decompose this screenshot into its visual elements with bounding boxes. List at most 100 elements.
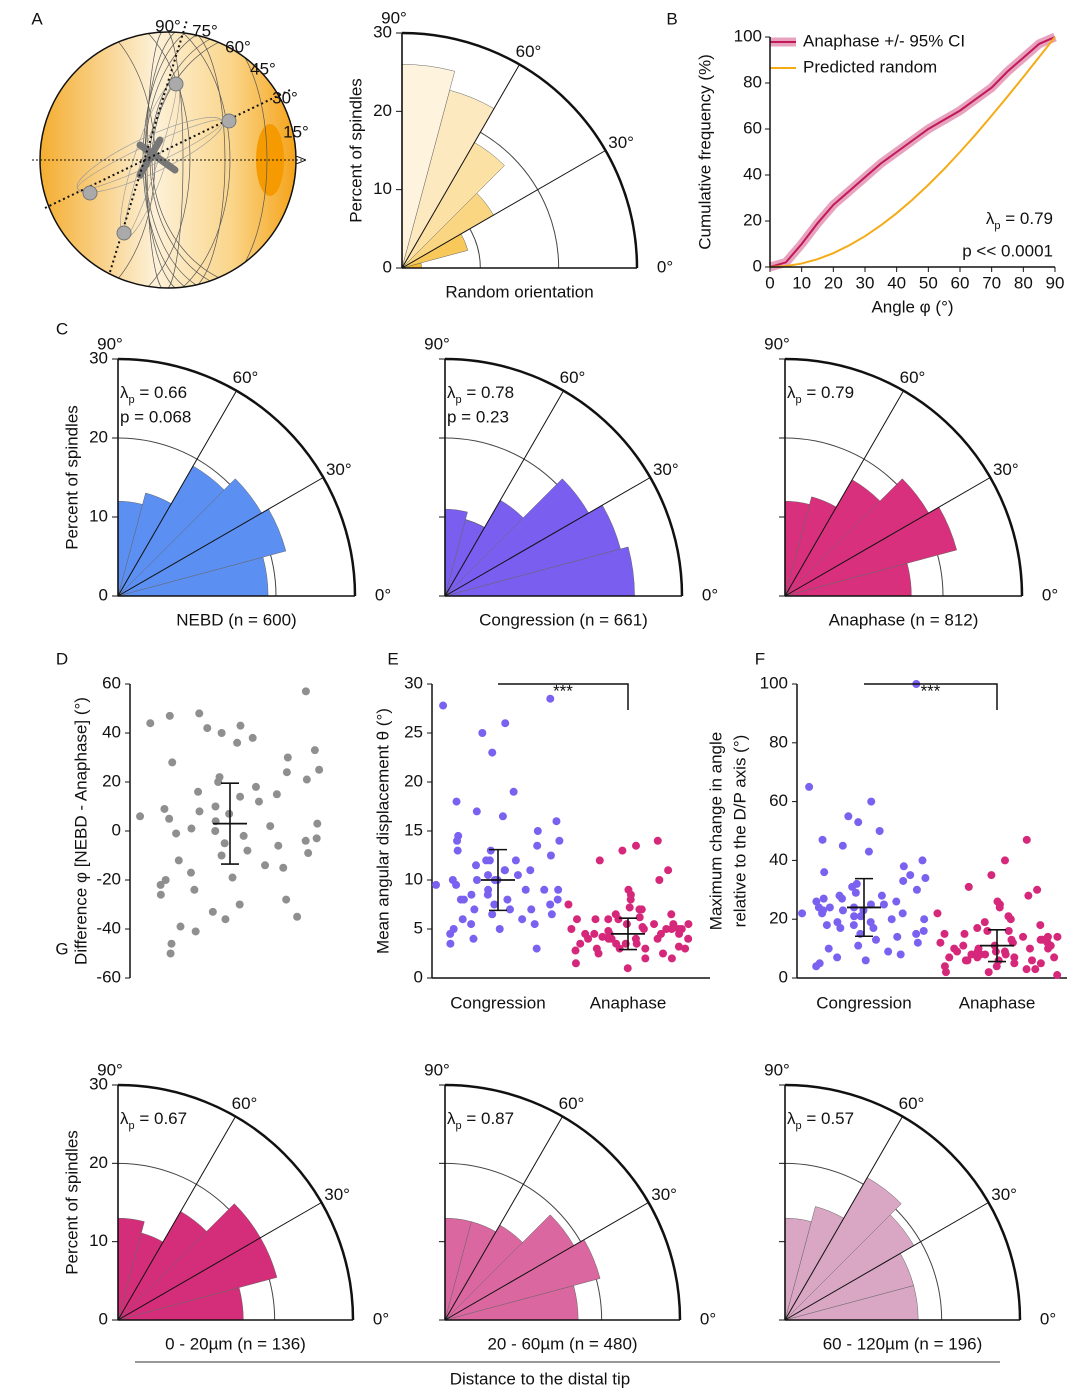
angle-tick-label: 60°	[232, 1094, 258, 1113]
angle-tick-label: 0°	[702, 585, 718, 604]
radial-line	[401, 150, 606, 269]
data-point	[921, 874, 930, 883]
data-point	[166, 949, 175, 958]
outer-arc	[117, 357, 357, 597]
y-tick-label: 5	[414, 918, 423, 937]
legend-label: Anaphase +/- 95% CI	[803, 31, 965, 50]
data-point	[912, 885, 921, 894]
data-point	[866, 918, 875, 927]
data-point	[877, 891, 886, 900]
radial-line	[117, 477, 324, 597]
data-point	[871, 935, 880, 944]
y-tick-label: 80	[769, 732, 788, 751]
data-point	[432, 880, 441, 889]
data-point	[941, 968, 950, 977]
data-point	[452, 880, 461, 889]
angle-label: 30°	[272, 88, 298, 107]
data-point	[274, 841, 283, 850]
data-point	[658, 949, 667, 958]
data-point	[156, 890, 165, 899]
data-point	[530, 920, 539, 929]
angle-label: 15°	[283, 122, 309, 141]
data-point	[920, 915, 929, 924]
data-point	[594, 949, 603, 958]
data-point	[899, 862, 908, 871]
data-point	[1025, 944, 1034, 953]
data-point	[598, 932, 607, 941]
data-point	[1044, 944, 1053, 953]
angle-tick-label: 90°	[97, 334, 123, 353]
angle-tick-label: 60°	[233, 368, 259, 387]
data-point	[261, 861, 270, 870]
y-axis-label: relative to the D/P axis (°)	[730, 735, 749, 928]
y-tick-label: 100	[734, 26, 762, 45]
angle-tick-label: 0°	[1040, 1309, 1056, 1328]
angle-tick-label: 0°	[375, 585, 391, 604]
data-point	[439, 701, 448, 710]
y-tick-label: 0	[99, 1309, 108, 1328]
annotation-symbol: λ	[787, 383, 796, 402]
y-tick-label: 0	[112, 820, 121, 839]
y-tick-label: 15	[404, 820, 423, 839]
data-point	[641, 944, 650, 953]
angle-tick-label: 30°	[608, 133, 634, 152]
annotation: λp = 0.79	[986, 209, 1053, 231]
x-axis-label: 60 - 120µm (n = 196)	[823, 1334, 983, 1353]
data-point	[1001, 950, 1010, 959]
x-tick-label: Anaphase	[959, 993, 1036, 1012]
data-point	[194, 787, 203, 796]
x-axis-label: Congression (n = 661)	[479, 610, 648, 629]
data-point	[571, 959, 580, 968]
x-axis-label: 20 - 60µm (n = 480)	[487, 1334, 637, 1353]
angle-tick-label: 0°	[657, 257, 673, 276]
data-point	[974, 944, 983, 953]
outer-arc	[444, 1083, 682, 1321]
data-point	[446, 939, 455, 948]
annotation: p = 0.068	[120, 407, 191, 426]
outer-arc	[784, 1083, 1022, 1321]
data-point	[533, 841, 542, 850]
data-point	[824, 944, 833, 953]
data-point	[936, 938, 945, 947]
x-tick-label: 0	[765, 273, 774, 292]
data-point	[572, 915, 581, 924]
x-tick-label: 30	[856, 273, 875, 292]
significance-bracket	[864, 683, 998, 710]
data-point	[1053, 932, 1062, 941]
data-point	[214, 778, 223, 786]
data-point	[1043, 932, 1052, 941]
y-tick-label: 0	[753, 256, 762, 275]
data-point	[156, 880, 165, 889]
y-tick-label: 0	[414, 967, 423, 986]
data-point	[483, 890, 492, 899]
data-point	[567, 925, 576, 933]
y-tick-label: 20	[769, 909, 788, 928]
data-point	[1027, 956, 1036, 965]
panel-label: C	[56, 319, 68, 338]
data-point	[622, 920, 631, 929]
annotation-text: = 0.78	[462, 383, 514, 402]
data-point	[684, 920, 693, 929]
data-point	[1022, 835, 1031, 844]
panel-label: E	[387, 649, 398, 668]
x-tick-label: 80	[1014, 273, 1033, 292]
data-point	[854, 818, 863, 827]
y-tick-label: 30	[89, 348, 108, 367]
significance-bracket	[498, 683, 629, 710]
y-axis-label: Percent of spindles	[62, 405, 81, 550]
data-point	[235, 900, 244, 909]
data-point	[488, 748, 497, 757]
angle-tick-label: 30°	[651, 1185, 677, 1204]
data-point	[892, 897, 901, 906]
data-point	[684, 934, 693, 943]
data-point	[681, 944, 690, 953]
data-point	[812, 962, 821, 971]
angle-tick-label: 60°	[516, 42, 542, 61]
x-axis-label: 0 - 20µm (n = 136)	[165, 1334, 306, 1353]
data-point	[604, 926, 613, 935]
data-point	[626, 895, 635, 904]
data-point	[933, 909, 942, 918]
sphere-diagram	[32, 19, 372, 289]
data-point	[472, 861, 481, 870]
series-line	[769, 36, 1056, 268]
